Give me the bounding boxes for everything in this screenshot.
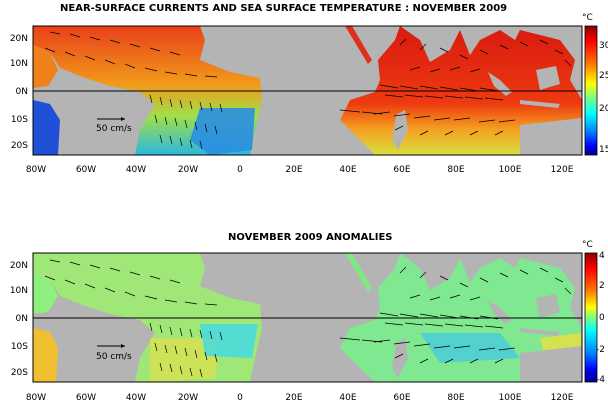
y-tick-label: 10S bbox=[11, 342, 28, 352]
x-tick-label: 60W bbox=[76, 165, 96, 175]
y-tick-label: 0N bbox=[16, 87, 28, 97]
current-vectors bbox=[44, 31, 572, 150]
x-tick-label: 40W bbox=[126, 165, 146, 175]
colorbar-ticks: 30 25 20 15 bbox=[599, 41, 608, 155]
sst-current-map: 50 cm/s 20N 10N 0N 10S 20S 80W 60W 40W 2… bbox=[10, 13, 608, 175]
y-tick-label: 20N bbox=[10, 261, 28, 271]
y-axis: 20N 10N 0N 10S 20S bbox=[10, 261, 28, 378]
indian-anomaly-cool bbox=[420, 333, 520, 363]
colorbar-tick-label: 15 bbox=[599, 145, 608, 155]
red-sea-sst bbox=[345, 26, 372, 64]
colorbar-tick-label: 4 bbox=[599, 251, 605, 261]
guinea-anomaly bbox=[200, 324, 258, 358]
madagascar-land bbox=[392, 338, 408, 378]
sst-colorbar bbox=[584, 25, 598, 156]
x-tick-label: 80W bbox=[26, 165, 46, 175]
top-map-title: NEAR-SURFACE CURRENTS AND SEA SURFACE TE… bbox=[60, 3, 508, 14]
y-axis: 20N 10N 0N 10S 20S bbox=[10, 34, 28, 151]
current-vectors bbox=[44, 259, 572, 378]
colorbar-ticks: 4 2 0 -2 -4 bbox=[596, 251, 605, 385]
x-tick-label: 20E bbox=[285, 393, 302, 403]
colorbar-tick-label: 30 bbox=[599, 41, 608, 51]
x-tick-label: 40W bbox=[126, 393, 146, 403]
x-tick-label: 80E bbox=[447, 393, 464, 403]
x-tick-label: 120E bbox=[551, 165, 574, 175]
y-tick-label: 20S bbox=[11, 368, 28, 378]
x-tick-label: 20W bbox=[178, 393, 198, 403]
x-tick-label: 40E bbox=[339, 165, 356, 175]
sumatra-land bbox=[488, 72, 512, 96]
x-tick-label: 60W bbox=[76, 393, 96, 403]
colorbar-tick-label: -2 bbox=[596, 345, 605, 355]
x-tick-label: 0 bbox=[237, 393, 243, 403]
pacific-corner-sst bbox=[33, 100, 60, 155]
y-tick-label: 20S bbox=[11, 141, 28, 151]
x-axis: 80W 60W 40W 20W 0 20E 40E 60E 80E 100E 1… bbox=[26, 165, 574, 175]
x-tick-label: 100E bbox=[499, 393, 522, 403]
colorbar-unit: °C bbox=[582, 13, 593, 23]
java-land bbox=[520, 100, 560, 108]
x-tick-label: 80E bbox=[447, 165, 464, 175]
y-tick-label: 0N bbox=[16, 314, 28, 324]
borneo-land bbox=[536, 294, 560, 318]
x-tick-label: 60E bbox=[393, 393, 410, 403]
y-tick-label: 10N bbox=[10, 59, 28, 69]
y-tick-label: 20N bbox=[10, 34, 28, 44]
australia-land bbox=[520, 118, 582, 155]
australia-land bbox=[520, 346, 582, 382]
madagascar-land bbox=[392, 110, 408, 150]
x-tick-label: 60E bbox=[393, 165, 410, 175]
scale-label: 50 cm/s bbox=[96, 124, 132, 134]
colorbar-tick-label: 20 bbox=[599, 104, 608, 114]
anomaly-colorbar bbox=[584, 252, 598, 383]
colorbar-tick-label: 0 bbox=[599, 313, 605, 323]
colorbar-tick-label: 25 bbox=[599, 71, 608, 81]
y-tick-label: 10N bbox=[10, 286, 28, 296]
map-frame bbox=[32, 252, 583, 383]
pacific-corner-anomaly-upper bbox=[33, 273, 58, 314]
colorbar-tick-label: 2 bbox=[599, 281, 605, 291]
x-tick-label: 20E bbox=[285, 165, 302, 175]
guinea-sst bbox=[190, 108, 255, 155]
pacific-corner-sst-warm bbox=[33, 45, 58, 88]
colorbar-unit: °C bbox=[582, 240, 593, 250]
atlantic-anomaly-warm bbox=[150, 338, 220, 382]
x-tick-label: 120E bbox=[551, 393, 574, 403]
java-land bbox=[520, 328, 560, 336]
x-tick-label: 80W bbox=[26, 393, 46, 403]
bottom-map-title: NOVEMBER 2009 ANOMALIES bbox=[228, 232, 393, 243]
x-axis: 80W 60W 40W 20W 0 20E 40E 60E 80E 100E 1… bbox=[26, 393, 574, 403]
x-tick-label: 40E bbox=[339, 393, 356, 403]
x-tick-label: 100E bbox=[499, 165, 522, 175]
y-tick-label: 10S bbox=[11, 115, 28, 125]
x-tick-label: 20W bbox=[178, 165, 198, 175]
red-sea-anomaly bbox=[345, 253, 372, 292]
pacific-corner-anomaly bbox=[33, 328, 58, 382]
borneo-land bbox=[536, 66, 560, 90]
x-tick-label: 0 bbox=[237, 165, 243, 175]
anomaly-map: 50 cm/s 20N 10N 0N 10S 20S 80W 60W 40W 2… bbox=[10, 240, 605, 403]
colorbar-tick-label: -4 bbox=[596, 375, 605, 385]
scale-label: 50 cm/s bbox=[96, 352, 132, 362]
map-frame bbox=[32, 25, 583, 156]
